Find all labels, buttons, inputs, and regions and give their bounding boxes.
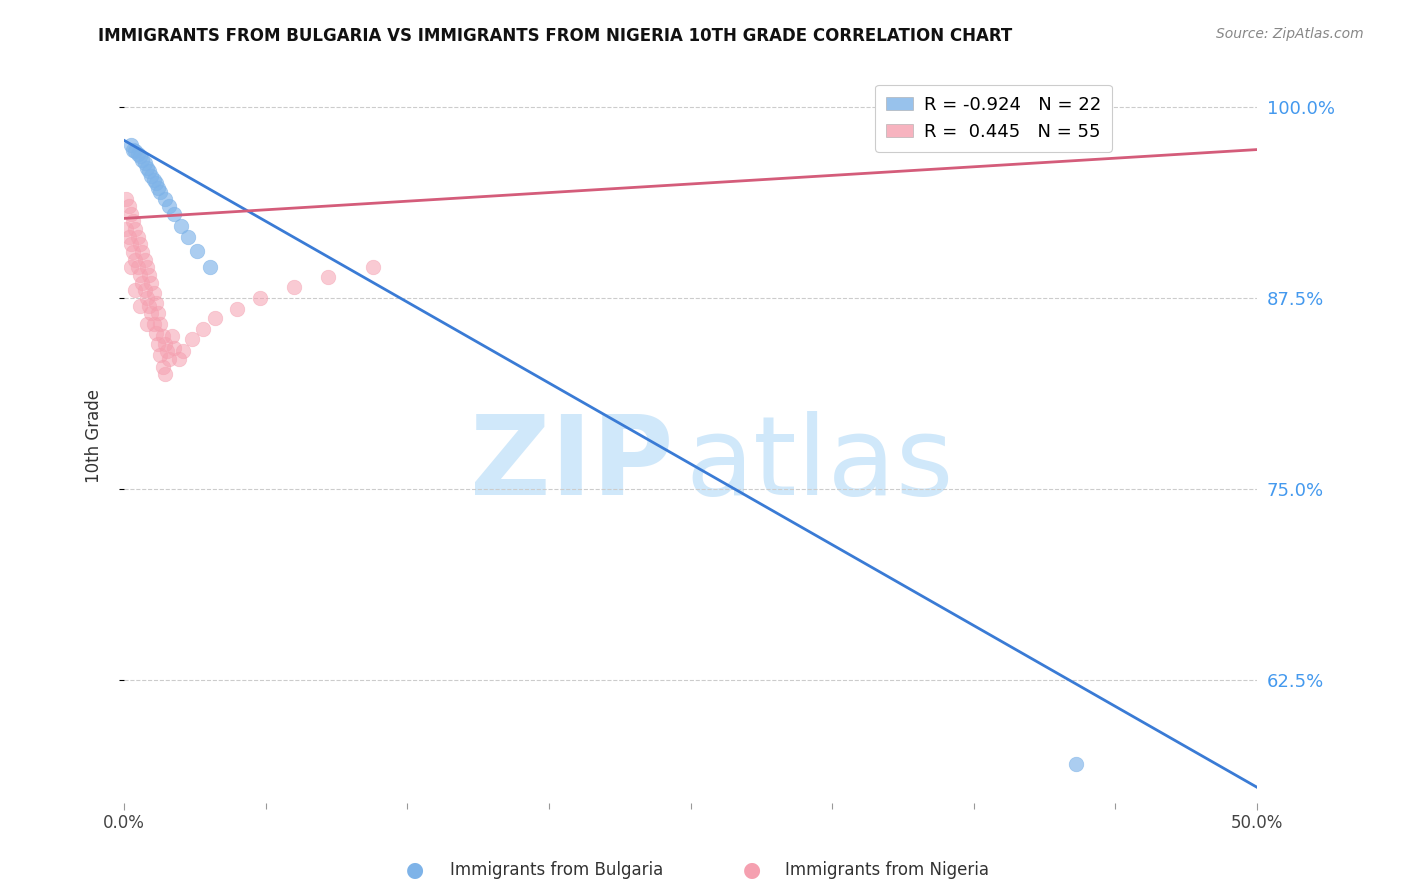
Point: [120, 260, 142, 275]
Text: atlas: atlas: [685, 411, 953, 518]
Point: [146, 306, 169, 320]
Point: [142, 286, 165, 301]
Point: [127, 147, 149, 161]
Point: [160, 329, 183, 343]
Point: [134, 283, 156, 297]
Point: [172, 344, 194, 359]
Point: [129, 268, 152, 282]
Point: [120, 207, 142, 221]
Point: [141, 276, 163, 290]
Point: [118, 199, 141, 213]
Point: [134, 252, 156, 267]
Point: [1064, 115, 1087, 129]
Point: [129, 149, 152, 163]
Point: [122, 214, 145, 228]
Point: [145, 326, 167, 340]
Point: [127, 229, 149, 244]
Point: [316, 269, 339, 284]
Point: [152, 359, 174, 374]
Point: [122, 245, 145, 260]
Point: [129, 299, 152, 313]
Point: [124, 283, 146, 297]
Point: [167, 352, 190, 367]
Point: [149, 347, 172, 361]
Point: [152, 329, 174, 343]
Point: [146, 336, 169, 351]
Point: [124, 252, 146, 267]
Point: [124, 222, 146, 236]
Point: [115, 222, 138, 236]
Legend: R = -0.924   N = 22, R =  0.445   N = 55: R = -0.924 N = 22, R = 0.445 N = 55: [875, 85, 1112, 152]
Point: [118, 229, 141, 244]
Point: [156, 344, 179, 359]
Point: [134, 156, 156, 170]
Text: ●: ●: [406, 860, 423, 880]
Point: [153, 368, 176, 382]
Text: Immigrants from Nigeria: Immigrants from Nigeria: [785, 861, 988, 879]
Point: [138, 268, 160, 282]
Point: [124, 144, 146, 158]
Text: IMMIGRANTS FROM BULGARIA VS IMMIGRANTS FROM NIGERIA 10TH GRADE CORRELATION CHART: IMMIGRANTS FROM BULGARIA VS IMMIGRANTS F…: [98, 27, 1012, 45]
Point: [141, 306, 163, 320]
Point: [146, 181, 169, 195]
Point: [226, 301, 249, 316]
Point: [159, 352, 181, 367]
Point: [142, 317, 165, 331]
Text: Source: ZipAtlas.com: Source: ZipAtlas.com: [1216, 27, 1364, 41]
Text: ZIP: ZIP: [470, 411, 673, 518]
Point: [193, 321, 215, 335]
Point: [127, 260, 149, 275]
Point: [153, 192, 176, 206]
Point: [138, 299, 160, 313]
Point: [283, 280, 305, 294]
Point: [141, 169, 163, 183]
Point: [186, 244, 208, 258]
Point: [204, 310, 226, 325]
Point: [249, 291, 271, 305]
Point: [149, 317, 172, 331]
Point: [120, 138, 142, 153]
Point: [181, 332, 204, 346]
Point: [135, 161, 157, 175]
Point: [163, 207, 186, 221]
Point: [1064, 757, 1087, 772]
Point: [176, 229, 198, 244]
Text: ●: ●: [744, 860, 761, 880]
Point: [363, 260, 385, 275]
Point: [153, 336, 176, 351]
Point: [138, 164, 160, 178]
Point: [131, 245, 153, 260]
Point: [200, 260, 222, 275]
Point: [131, 153, 153, 168]
Point: [129, 237, 152, 252]
Point: [145, 176, 167, 190]
Point: [120, 237, 142, 252]
Point: [142, 173, 165, 187]
Point: [122, 143, 145, 157]
Point: [115, 192, 138, 206]
Point: [163, 342, 186, 356]
Point: [159, 199, 181, 213]
Text: Immigrants from Bulgaria: Immigrants from Bulgaria: [450, 861, 664, 879]
Point: [149, 186, 172, 200]
Point: [135, 291, 157, 305]
Y-axis label: 10th Grade: 10th Grade: [86, 389, 103, 483]
Point: [135, 260, 157, 275]
Point: [170, 219, 193, 233]
Point: [131, 276, 153, 290]
Point: [145, 295, 167, 310]
Point: [135, 317, 157, 331]
